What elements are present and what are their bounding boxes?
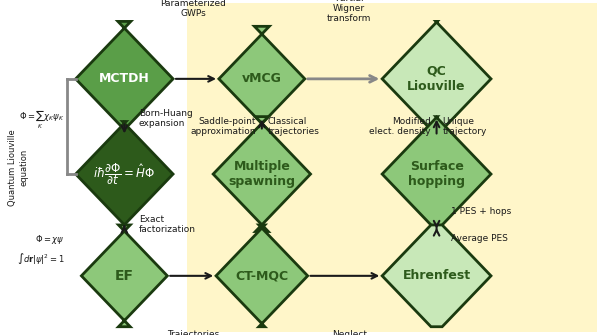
Polygon shape bbox=[76, 21, 173, 136]
Text: Quantum Liouville
equation: Quantum Liouville equation bbox=[8, 129, 28, 206]
Text: Parameterized
GWPs: Parameterized GWPs bbox=[160, 0, 226, 18]
Polygon shape bbox=[219, 26, 305, 131]
Text: Saddle-point
approximation: Saddle-point approximation bbox=[191, 117, 256, 136]
Text: 1 PES + hops: 1 PES + hops bbox=[451, 207, 511, 216]
Text: Partial
Wigner
transform: Partial Wigner transform bbox=[327, 0, 371, 23]
Polygon shape bbox=[382, 117, 491, 231]
Text: Ehrenfest: Ehrenfest bbox=[403, 269, 470, 282]
Text: vMCG: vMCG bbox=[242, 72, 282, 85]
Text: QC
Liouville: QC Liouville bbox=[407, 65, 466, 93]
Text: $\Phi=\sum_K\chi_K\psi_K$: $\Phi=\sum_K\chi_K\psi_K$ bbox=[19, 109, 64, 131]
Text: Average PES: Average PES bbox=[451, 233, 508, 243]
Text: EF: EF bbox=[115, 269, 134, 283]
Polygon shape bbox=[213, 117, 311, 231]
Text: Exact
factorization: Exact factorization bbox=[139, 215, 196, 234]
Text: CT-MQC: CT-MQC bbox=[235, 269, 288, 282]
Text: Unique
trajectory: Unique trajectory bbox=[443, 117, 487, 136]
Text: Modified
elect. density: Modified elect. density bbox=[369, 117, 431, 136]
Text: MCTDH: MCTDH bbox=[99, 72, 150, 85]
Text: Neglect
quantum
forces: Neglect quantum forces bbox=[329, 330, 370, 335]
Polygon shape bbox=[382, 21, 491, 136]
Text: Multiple
spawning: Multiple spawning bbox=[229, 160, 295, 188]
Text: $\Phi=\chi\psi$
$\int d\mathbf{r}|\psi|^2=1$: $\Phi=\chi\psi$ $\int d\mathbf{r}|\psi|^… bbox=[16, 233, 64, 266]
FancyBboxPatch shape bbox=[188, 3, 597, 332]
Polygon shape bbox=[81, 225, 168, 327]
Polygon shape bbox=[382, 225, 491, 327]
Text: Born-Huang
expansion: Born-Huang expansion bbox=[139, 109, 192, 128]
Text: Trajectories
with quantum
forces: Trajectories with quantum forces bbox=[162, 330, 225, 335]
Text: Surface
hopping: Surface hopping bbox=[408, 160, 465, 188]
Polygon shape bbox=[76, 122, 173, 226]
Text: Classical
trajectories: Classical trajectories bbox=[268, 117, 320, 136]
Text: $i\hbar\dfrac{\partial\Phi}{\partial t}=\hat{H}\Phi$: $i\hbar\dfrac{\partial\Phi}{\partial t}=… bbox=[93, 161, 156, 187]
Polygon shape bbox=[216, 225, 308, 327]
